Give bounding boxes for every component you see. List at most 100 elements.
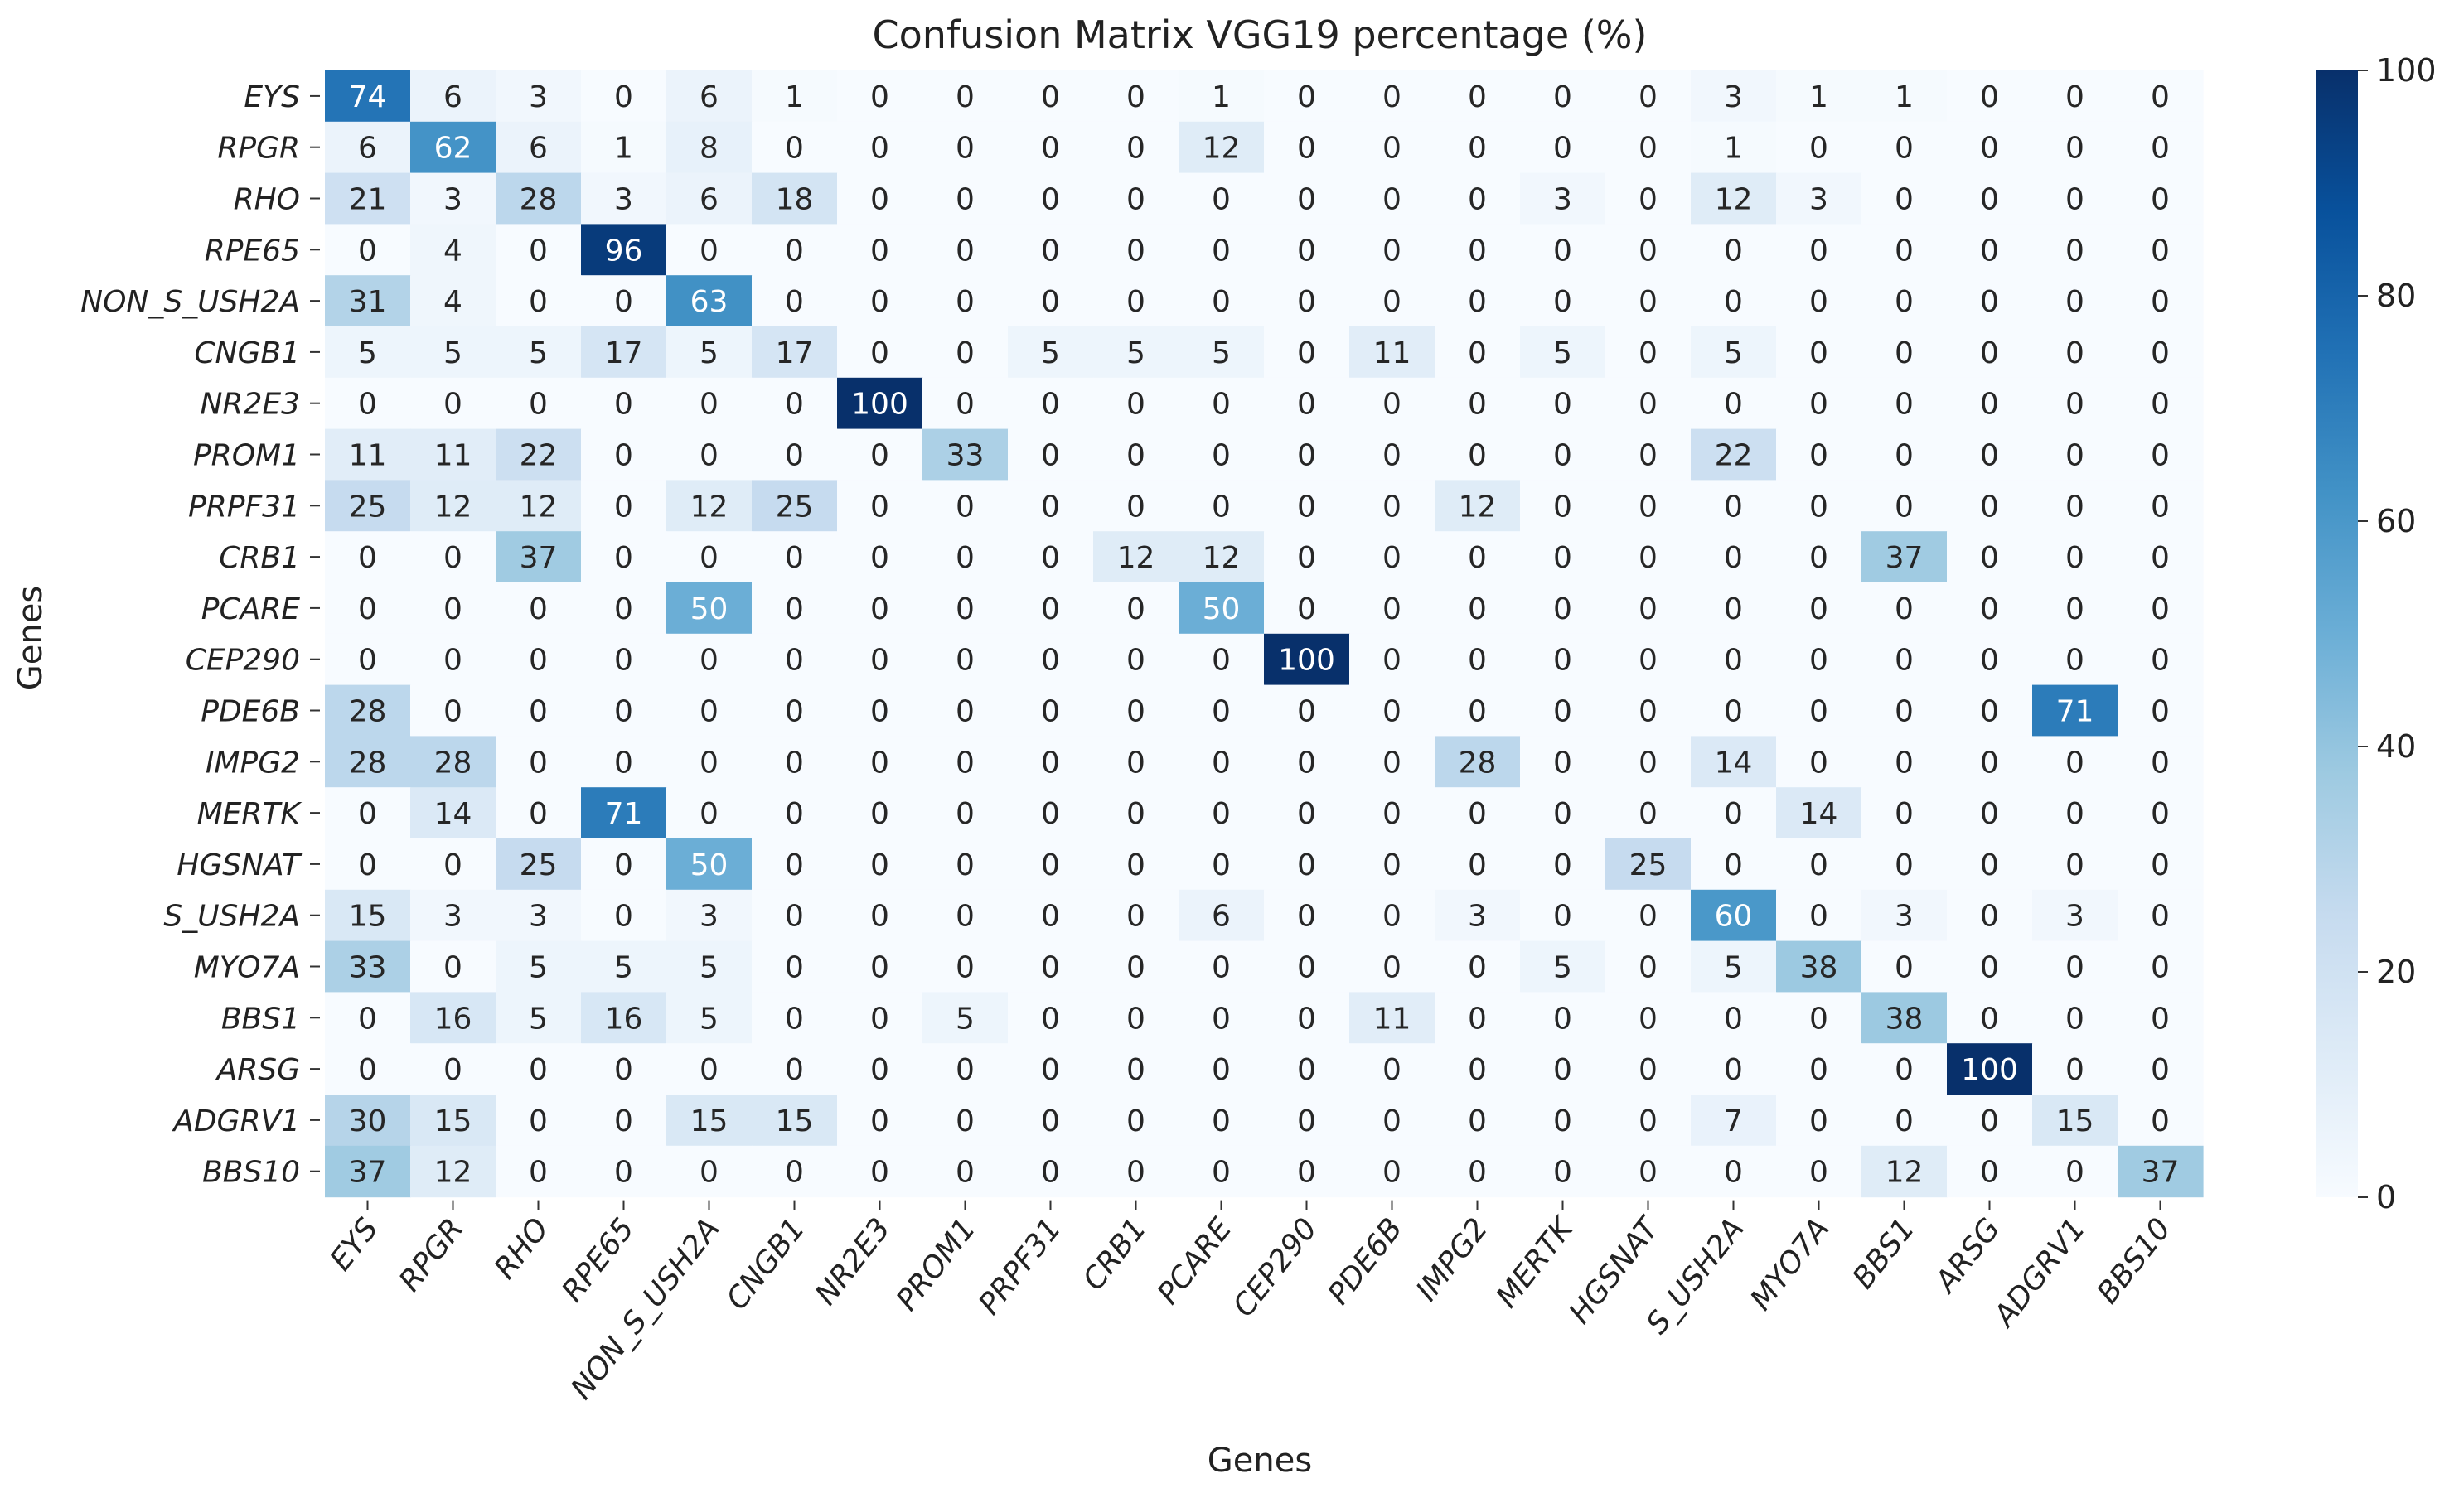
heatmap-cell [496,480,582,532]
cell-value-label: 0 [956,541,975,575]
heatmap-cell [666,531,753,583]
heatmap-cell [1179,1145,1265,1198]
cell-value-label: 0 [2151,80,2170,114]
heatmap-cell [1691,224,1777,276]
heatmap-cell [1435,787,1521,839]
cell-value-label: 0 [2151,285,2170,319]
heatmap-cell [837,1043,923,1095]
heatmap-cell [1179,992,1265,1044]
cell-value-label: 0 [2151,388,2170,422]
cell-value-label: 0 [1809,695,1828,729]
heatmap-cell [581,992,667,1044]
heatmap-cell [581,736,667,788]
cell-value-label: 0 [1468,1002,1487,1036]
heatmap-cell [1349,1095,1435,1147]
cell-value-label: 3 [443,183,462,217]
heatmap-cell [1691,787,1777,839]
heatmap-cell [666,633,753,686]
cell-value-label: 0 [358,848,377,882]
heatmap-cell [2118,736,2204,788]
heatmap-cell [1520,633,1606,686]
heatmap-cell [752,684,838,737]
cell-value-label: 0 [700,797,719,831]
cell-value-label: 0 [1809,490,1828,524]
cell-value-label: 0 [1724,592,1743,626]
cell-value-label: 0 [870,490,889,524]
heatmap-cell [1179,1043,1265,1095]
cell-value-label: 0 [1980,541,1999,575]
cell-value-label: 0 [2151,900,2170,934]
heatmap-cell [922,992,1009,1044]
heatmap-cell [2032,940,2118,993]
heatmap-cell [1008,838,1094,891]
heatmap-cell [1861,121,1948,174]
heatmap-cell [1264,224,1350,276]
heatmap-cell [752,633,838,686]
cell-value-label: 0 [1126,695,1145,729]
heatmap-cell [1947,684,2033,737]
heatmap-cell [1947,582,2033,635]
cell-value-label: 0 [443,951,462,985]
heatmap-cell [2032,787,2118,839]
cell-value-label: 33 [349,951,387,985]
heatmap-cell [410,121,496,174]
heatmap-cell [922,326,1009,379]
x-tick-label: NON_S_USH2A [564,1212,726,1406]
heatmap-cell [1861,787,1948,839]
heatmap-cell [1691,1145,1777,1198]
y-tick-label: CEP290 [186,644,300,678]
y-tick-label: MERTK [197,797,303,831]
heatmap-cell [2032,224,2118,276]
heatmap-cell [666,70,753,123]
cell-value-label: 0 [1382,183,1401,217]
x-tick-label: CEP290 [1227,1212,1324,1323]
heatmap-cell [1520,377,1606,430]
cell-value-label: 6 [358,132,377,166]
cell-value-label: 0 [1212,285,1231,319]
cell-value-label: 37 [2142,1156,2180,1190]
cell-value-label: 0 [1980,592,1999,626]
heatmap-cell [1947,326,2033,379]
cell-value-label: 0 [2065,183,2084,217]
cell-value-label: 0 [1639,951,1658,985]
cell-value-label: 0 [1126,951,1145,985]
cell-value-label: 0 [1895,592,1914,626]
cell-value-label: 0 [1126,900,1145,934]
cell-value-label: 0 [1297,388,1316,422]
heatmap-cell [1520,940,1606,993]
heatmap-cell [837,326,923,379]
y-axis-label: Genes [12,586,50,690]
y-tick-label: NON_S_USH2A [80,285,300,319]
cell-value-label: 0 [1297,1053,1316,1087]
heatmap-cell [1605,70,1692,123]
cell-value-label: 0 [870,644,889,678]
heatmap-cell [325,428,411,481]
cell-value-label: 0 [1041,234,1060,268]
heatmap-cell [1435,1095,1521,1147]
heatmap-cell [1861,1043,1948,1095]
heatmap-cell [1947,70,2033,123]
y-tick-label: PDE6B [201,695,300,729]
heatmap-cell [1264,326,1350,379]
cell-value-label: 0 [956,234,975,268]
heatmap-cell [1691,1095,1777,1147]
heatmap-cell [1691,992,1777,1044]
heatmap-cell [1605,326,1692,379]
cell-value-label: 0 [1553,388,1572,422]
heatmap-cell [1179,838,1265,891]
cell-value-label: 0 [1212,1104,1231,1138]
heatmap-cell [410,172,496,225]
heatmap-cell [1776,889,1862,942]
heatmap-cell [922,1145,1009,1198]
cell-value-label: 0 [1639,900,1658,934]
cell-value-label: 0 [614,644,633,678]
heatmap-cell [581,1145,667,1198]
cell-value-label: 0 [358,1002,377,1036]
cell-value-label: 0 [2151,132,2170,166]
heatmap-cell [922,428,1009,481]
cell-value-label: 0 [1468,695,1487,729]
heatmap-cell [1776,684,1862,737]
heatmap-cell [1947,428,2033,481]
cell-value-label: 0 [785,132,804,166]
cell-value-label: 96 [605,234,643,268]
